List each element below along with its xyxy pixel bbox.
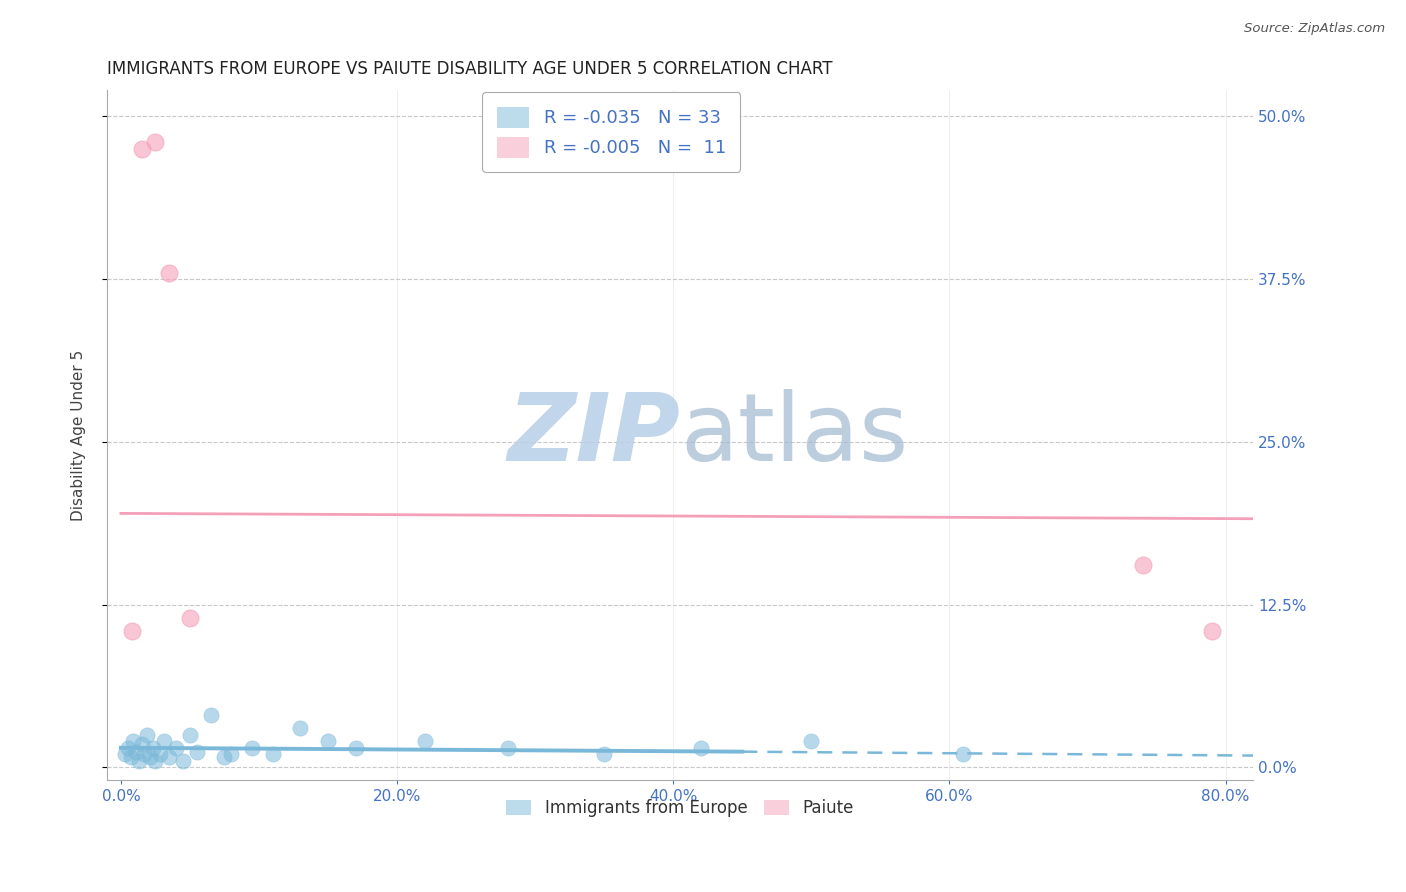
Point <box>413 734 436 748</box>
Point <box>200 708 222 723</box>
Point <box>179 728 201 742</box>
Point <box>136 728 159 742</box>
Text: ZIP: ZIP <box>508 389 681 482</box>
Text: atlas: atlas <box>681 389 908 482</box>
Point <box>262 747 284 762</box>
Point <box>290 721 312 735</box>
Point <box>172 754 194 768</box>
Point <box>145 754 167 768</box>
Legend: Immigrants from Europe, Paiute: Immigrants from Europe, Paiute <box>499 792 860 823</box>
Point <box>114 747 136 762</box>
Text: IMMIGRANTS FROM EUROPE VS PAIUTE DISABILITY AGE UNDER 5 CORRELATION CHART: IMMIGRANTS FROM EUROPE VS PAIUTE DISABIL… <box>107 60 832 78</box>
Y-axis label: Disability Age Under 5: Disability Age Under 5 <box>72 350 86 521</box>
Point <box>152 734 174 748</box>
Point <box>122 734 145 748</box>
Point <box>316 734 339 748</box>
Point <box>142 740 165 755</box>
Point <box>157 750 180 764</box>
Point <box>689 740 711 755</box>
Point <box>186 745 208 759</box>
Point <box>131 142 153 156</box>
Point <box>134 747 156 762</box>
Point <box>952 747 974 762</box>
Text: Source: ZipAtlas.com: Source: ZipAtlas.com <box>1244 22 1385 36</box>
Point <box>344 740 367 755</box>
Point <box>148 747 170 762</box>
Point <box>593 747 616 762</box>
Point <box>157 266 180 280</box>
Point <box>131 737 153 751</box>
Point <box>165 740 187 755</box>
Point <box>496 740 519 755</box>
Point <box>221 747 243 762</box>
Point <box>117 740 139 755</box>
Point <box>800 734 823 748</box>
Point <box>240 740 263 755</box>
Point <box>121 624 143 638</box>
Point <box>120 750 142 764</box>
Point <box>145 136 167 150</box>
Point <box>1132 558 1154 573</box>
Point <box>125 745 148 759</box>
Point <box>139 750 162 764</box>
Point <box>179 610 201 624</box>
Point <box>128 754 150 768</box>
Point <box>1201 624 1223 638</box>
Point <box>214 750 236 764</box>
